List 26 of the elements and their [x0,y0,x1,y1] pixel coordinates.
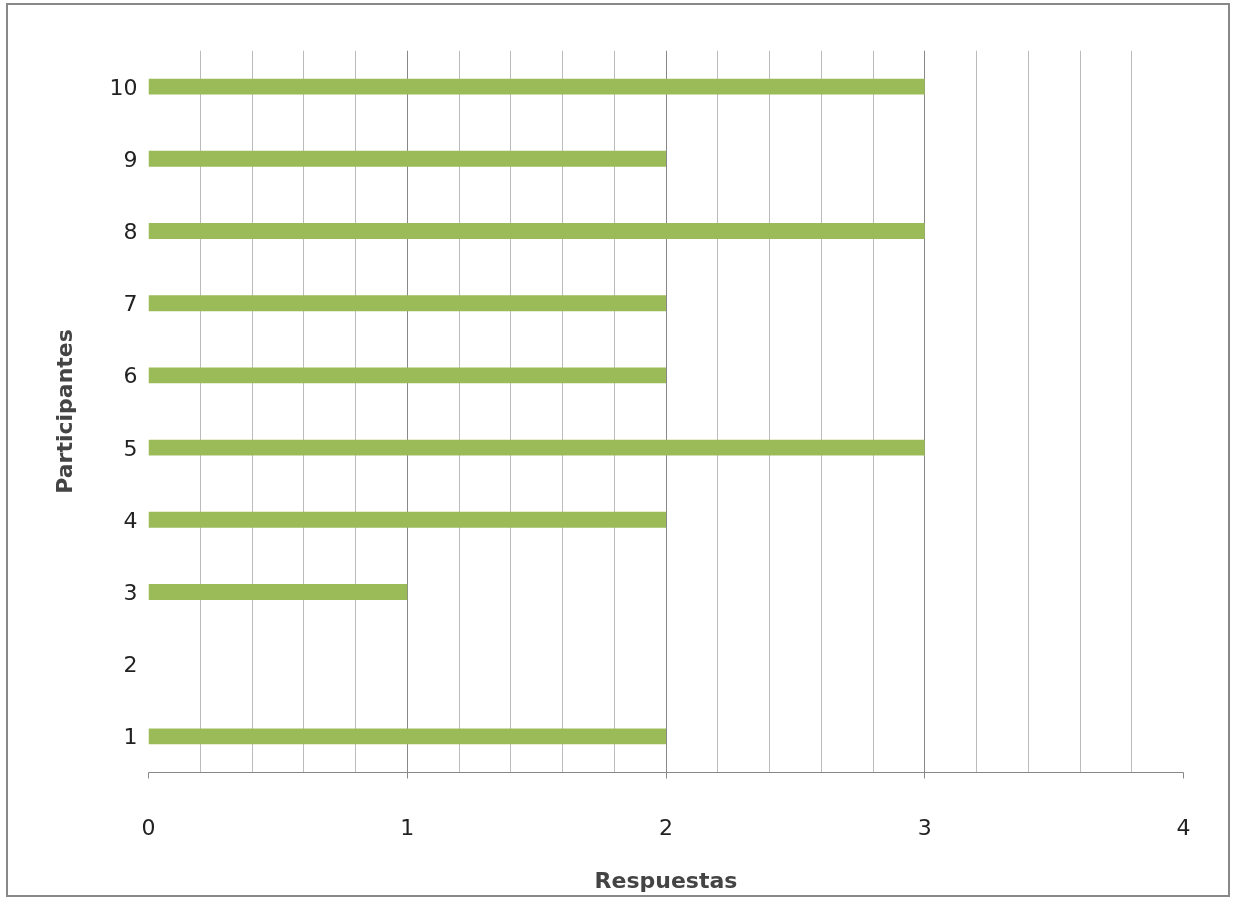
x-axis-title: Respuestas [594,867,738,893]
y-tick-label: 1 [123,724,138,750]
x-tick-label: 3 [917,814,932,840]
bar [148,511,666,528]
y-tick-label: 6 [123,363,138,389]
x-tick-label: 2 [659,814,673,840]
y-tick-label: 4 [123,507,138,533]
y-tick-label: 9 [123,146,138,172]
y-axis-title: Participantes [51,329,77,494]
bar [148,367,666,384]
bar [148,78,925,95]
bar [148,150,666,167]
y-tick-label: 5 [123,435,138,461]
y-tick-label: 2 [123,652,138,678]
y-tick-label: 3 [123,580,138,605]
y-tick-label: 10 [109,74,138,100]
x-tick-label: 0 [141,814,156,840]
bar [148,295,666,312]
x-tick-label: 1 [400,814,415,840]
y-tick-label: 8 [123,219,138,244]
bar [148,223,925,239]
bar [148,728,666,745]
bar [148,584,408,600]
x-tick-label: 4 [1176,814,1191,840]
y-tick-label: 7 [123,291,138,317]
bar [148,439,925,456]
